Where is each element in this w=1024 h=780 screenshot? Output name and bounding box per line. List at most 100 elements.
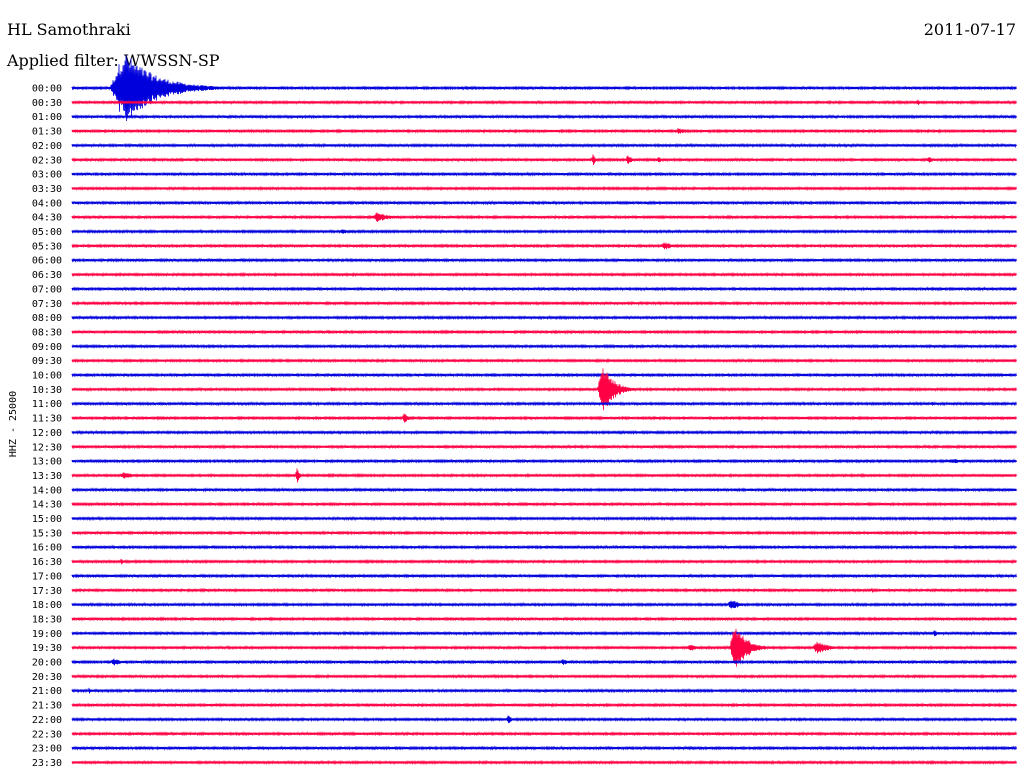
row-time-label: 21:30 <box>32 701 62 712</box>
trace-line-0430 <box>71 212 1017 222</box>
row-time-label: 13:00 <box>32 457 62 468</box>
trace-group <box>71 54 1017 766</box>
trace-line-0930 <box>71 358 1017 364</box>
trace-line-1930 <box>71 628 1017 667</box>
trace-line-0300 <box>71 171 1017 177</box>
trace-line-1730 <box>71 587 1017 593</box>
row-time-label: 07:30 <box>32 299 62 310</box>
trace-line-1630 <box>71 558 1017 565</box>
row-time-label: 17:00 <box>32 571 62 582</box>
trace-line-1000 <box>71 372 1017 378</box>
row-time-label: 00:30 <box>32 98 62 109</box>
row-time-label: 20:00 <box>32 658 62 669</box>
row-time-label: 01:30 <box>32 127 62 138</box>
trace-line-1700 <box>71 573 1017 579</box>
row-time-label: 12:00 <box>32 428 62 439</box>
row-time-label: 12:30 <box>32 442 62 453</box>
date-label: 2011-07-17 <box>924 20 1016 39</box>
trace-line-0530 <box>71 242 1017 250</box>
trace-line-0700 <box>71 286 1017 292</box>
trace-line-0030 <box>71 99 1017 105</box>
trace-line-1400 <box>71 487 1017 493</box>
trace-line-1500 <box>71 515 1017 522</box>
row-time-label: 13:30 <box>32 471 62 482</box>
row-time-label: 19:30 <box>32 643 62 654</box>
trace-line-2230 <box>71 731 1017 737</box>
row-time-label: 07:00 <box>32 284 62 295</box>
row-time-label: 04:00 <box>32 198 62 209</box>
row-time-label: 11:30 <box>32 414 62 425</box>
trace-line-1100 <box>71 401 1017 407</box>
trace-line-0900 <box>71 343 1017 349</box>
trace-line-1530 <box>71 530 1017 536</box>
trace-line-1600 <box>71 544 1017 550</box>
row-time-label: 14:00 <box>32 485 62 496</box>
row-time-label: 19:00 <box>32 629 62 640</box>
row-time-label: 11:00 <box>32 399 62 410</box>
row-time-label: 03:30 <box>32 184 62 195</box>
row-time-label: 23:30 <box>32 758 62 769</box>
trace-line-2100 <box>71 687 1017 694</box>
trace-line-2200 <box>71 715 1017 724</box>
row-time-label: 02:00 <box>32 141 62 152</box>
row-time-label: 17:30 <box>32 586 62 597</box>
trace-line-0000 <box>71 54 1017 122</box>
trace-line-0130 <box>71 128 1017 134</box>
row-time-label: 10:30 <box>32 385 62 396</box>
row-time-label: 05:30 <box>32 241 62 252</box>
station-title: HL Samothraki <box>7 20 131 39</box>
trace-line-1830 <box>71 616 1017 622</box>
row-time-label: 08:00 <box>32 313 62 324</box>
row-time-label: 08:30 <box>32 327 62 338</box>
trace-line-0330 <box>71 185 1017 192</box>
row-time-label: 15:00 <box>32 514 62 525</box>
row-time-label: 18:00 <box>32 600 62 611</box>
row-time-label: 03:00 <box>32 170 62 181</box>
trace-line-1130 <box>71 413 1017 423</box>
trace-line-0600 <box>71 257 1017 263</box>
trace-line-1430 <box>71 501 1017 507</box>
row-time-label: 18:30 <box>32 614 62 625</box>
trace-line-0100 <box>71 114 1017 120</box>
trace-line-2030 <box>71 673 1017 679</box>
filter-label: Applied filter: WWSSN-SP <box>6 51 220 70</box>
row-time-label: 23:00 <box>32 744 62 755</box>
trace-line-0230 <box>71 154 1017 166</box>
trace-line-1230 <box>71 444 1017 450</box>
trace-line-2000 <box>71 658 1017 666</box>
row-time-label: 09:00 <box>32 342 62 353</box>
trace-line-0730 <box>71 300 1017 306</box>
row-time-label: 22:00 <box>32 715 62 726</box>
row-time-label: 09:30 <box>32 356 62 367</box>
trace-line-1800 <box>71 600 1017 609</box>
row-time-label: 04:30 <box>32 213 62 224</box>
trace-line-2330 <box>71 759 1017 766</box>
row-time-label: 22:30 <box>32 729 62 740</box>
row-time-label: 14:30 <box>32 500 62 511</box>
trace-line-1300 <box>71 458 1017 464</box>
trace-line-1900 <box>71 630 1017 637</box>
row-time-label: 21:00 <box>32 686 62 697</box>
row-time-label: 05:00 <box>32 227 62 238</box>
row-time-label: 01:00 <box>32 112 62 123</box>
trace-line-0630 <box>71 271 1017 278</box>
trace-line-2130 <box>71 702 1017 708</box>
trace-line-1030 <box>71 368 1017 411</box>
row-time-label: 16:30 <box>32 557 62 568</box>
trace-line-0500 <box>71 228 1017 235</box>
trace-line-1200 <box>71 429 1017 436</box>
trace-line-0400 <box>71 200 1017 206</box>
row-time-label: 00:00 <box>32 84 62 95</box>
row-time-label: 06:30 <box>32 270 62 281</box>
row-time-label: 10:00 <box>32 371 62 382</box>
trace-line-1330 <box>71 468 1017 483</box>
row-time-label: 20:30 <box>32 672 62 683</box>
row-time-label: 15:30 <box>32 528 62 539</box>
trace-line-0830 <box>71 329 1017 335</box>
trace-line-2300 <box>71 745 1017 751</box>
trace-line-0200 <box>71 142 1017 149</box>
row-label-group: 00:00 00:30 01:00 01:30 02:00 02:30 03:00 03:30… <box>32 84 62 769</box>
row-time-label: 16:00 <box>32 543 62 554</box>
row-time-label: 06:00 <box>32 256 62 267</box>
trace-line-0800 <box>71 314 1017 321</box>
